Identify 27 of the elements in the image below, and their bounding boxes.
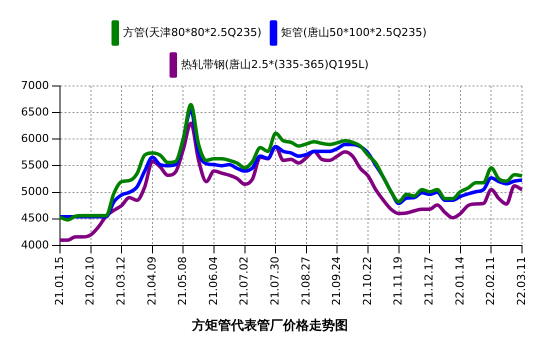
y-tick-label: 5000: [20, 185, 49, 198]
x-tick-label: 21.08.27: [299, 256, 312, 306]
text: 方矩管代表管厂价格走势图: [191, 318, 348, 334]
y-tick-label: 6000: [20, 132, 49, 145]
x-tick-label: 21.03.12: [114, 256, 128, 306]
y-tick-label: 5500: [20, 158, 49, 172]
x-tick-label: 22.02.11: [484, 256, 498, 306]
legend-label: 热轧带钢(唐山2.5*(335-365)Q195L): [180, 58, 369, 71]
x-tick-label: 22.01.14: [453, 256, 466, 306]
y-tick-label: 6500: [20, 105, 49, 118]
x-tick-label: 21.04.09: [145, 256, 158, 306]
x-tick-label: 21.02.10: [84, 256, 97, 306]
x-tick-label: 21.05.08: [176, 256, 190, 306]
legend-label: 矩管(唐山50*100*2.5Q235): [281, 26, 427, 39]
y-tick-label: 7000: [20, 78, 49, 92]
x-tick-label: 21.12.17: [422, 256, 436, 306]
y-tick-label: 4000: [20, 238, 49, 252]
x-tick-label: 21.06.04: [206, 256, 220, 306]
x-tick-label: 21.10.22: [360, 256, 374, 306]
x-tick-label: 21.09.24: [330, 256, 344, 306]
x-tick-label: 21.01.15: [52, 256, 66, 306]
x-tick-label: 22.03.11: [514, 256, 528, 306]
x-tick-label: 21.07.02: [238, 256, 251, 306]
y-tick-label: 4500: [20, 212, 49, 225]
x-tick-label: 21.07.30: [268, 256, 282, 306]
legend-label: 方管(天津80*80*2.5Q235): [122, 26, 262, 39]
x-tick-label: 21.11.19: [392, 256, 405, 306]
